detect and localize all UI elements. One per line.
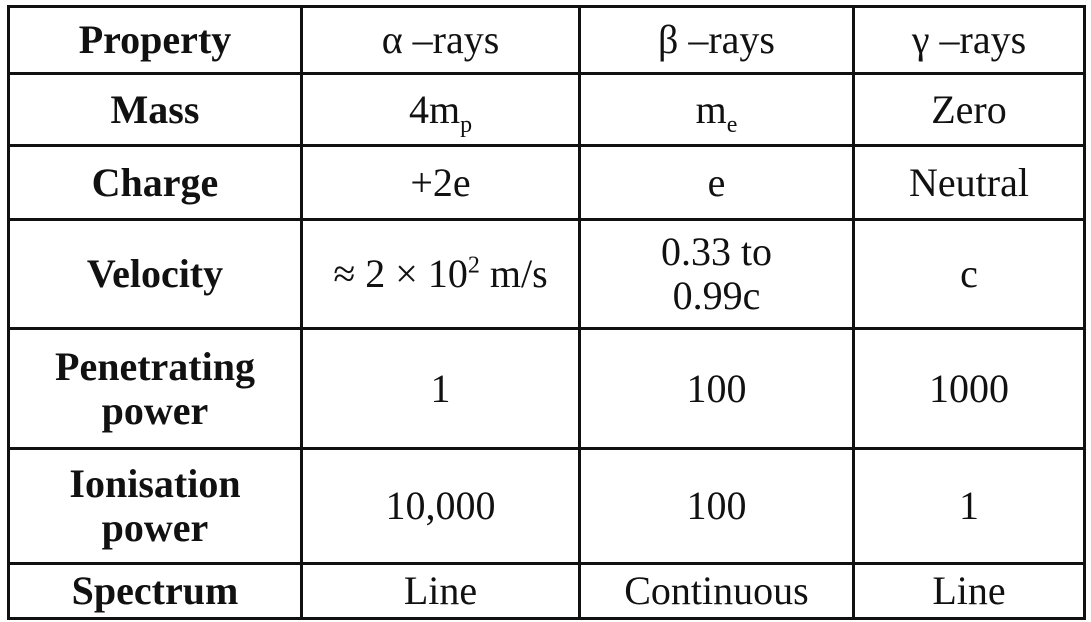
table-row: Spectrum Line Continuous Line <box>7 562 1086 620</box>
comparison-table: Property α –rays β –rays γ –rays Mass 4mp me Ze… <box>7 5 1086 620</box>
table-cell: e <box>578 144 855 221</box>
table-cell: +2e <box>300 144 581 221</box>
table-cell: c <box>852 218 1086 330</box>
cell-line: power <box>101 387 209 433</box>
unit: m/s <box>489 251 548 296</box>
table-cell: 0.33 to 0.99c <box>578 218 855 330</box>
header-row: Property α –rays β –rays γ –rays <box>7 5 1086 75</box>
header-cell: γ –rays <box>852 5 1086 75</box>
cell-text: ≈ 2 × 10 <box>333 251 468 296</box>
table-cell: me <box>578 72 855 147</box>
table-cell: ≈ 2 × 102 m/s <box>300 218 581 330</box>
row-label: Penetrating power <box>7 327 303 450</box>
table-row: Charge +2e e Neutral <box>7 144 1086 221</box>
superscript: 2 <box>467 252 480 279</box>
table-body: Property α –rays β –rays γ –rays Mass 4mp me Ze… <box>7 5 1086 620</box>
table-cell: Line <box>300 562 581 620</box>
cell-line: power <box>101 505 209 550</box>
header-cell: β –rays <box>578 5 855 75</box>
row-label: Spectrum <box>7 562 303 620</box>
cell-line: Penetrating <box>55 343 255 389</box>
row-label: Velocity <box>7 218 303 330</box>
cell-line: Ionisation <box>69 461 241 506</box>
header-cell: α –rays <box>300 5 581 75</box>
table-row: Penetrating power 1 100 1000 <box>7 327 1086 450</box>
cell-line: 0.33 to <box>660 229 773 274</box>
table-cell: 1 <box>300 327 581 450</box>
cell-text: 4m <box>408 86 461 132</box>
table-cell: 1000 <box>852 327 1086 450</box>
subscript: p <box>460 111 473 138</box>
row-label: Charge <box>7 144 303 221</box>
row-label: Ionisation power <box>7 447 303 565</box>
table-cell: Continuous <box>578 562 855 620</box>
table-cell: 1 <box>852 447 1086 565</box>
cell-text: m <box>695 86 727 132</box>
header-cell: Property <box>7 5 303 75</box>
table-cell: 4mp <box>300 72 581 147</box>
subscript: e <box>726 111 738 138</box>
table-cell: Line <box>852 562 1086 620</box>
table-row: Velocity ≈ 2 × 102 m/s 0.33 to 0.99c c <box>7 218 1086 330</box>
cell-line: 0.99c <box>672 273 761 318</box>
table-cell: Neutral <box>852 144 1086 221</box>
table-cell: Zero <box>852 72 1086 147</box>
table-cell: 10,000 <box>300 447 581 565</box>
table-cell: 100 <box>578 447 855 565</box>
table-row: Ionisation power 10,000 100 1 <box>7 447 1086 565</box>
table-row: Mass 4mp me Zero <box>7 72 1086 147</box>
row-label: Mass <box>7 72 303 147</box>
table-cell: 100 <box>578 327 855 450</box>
